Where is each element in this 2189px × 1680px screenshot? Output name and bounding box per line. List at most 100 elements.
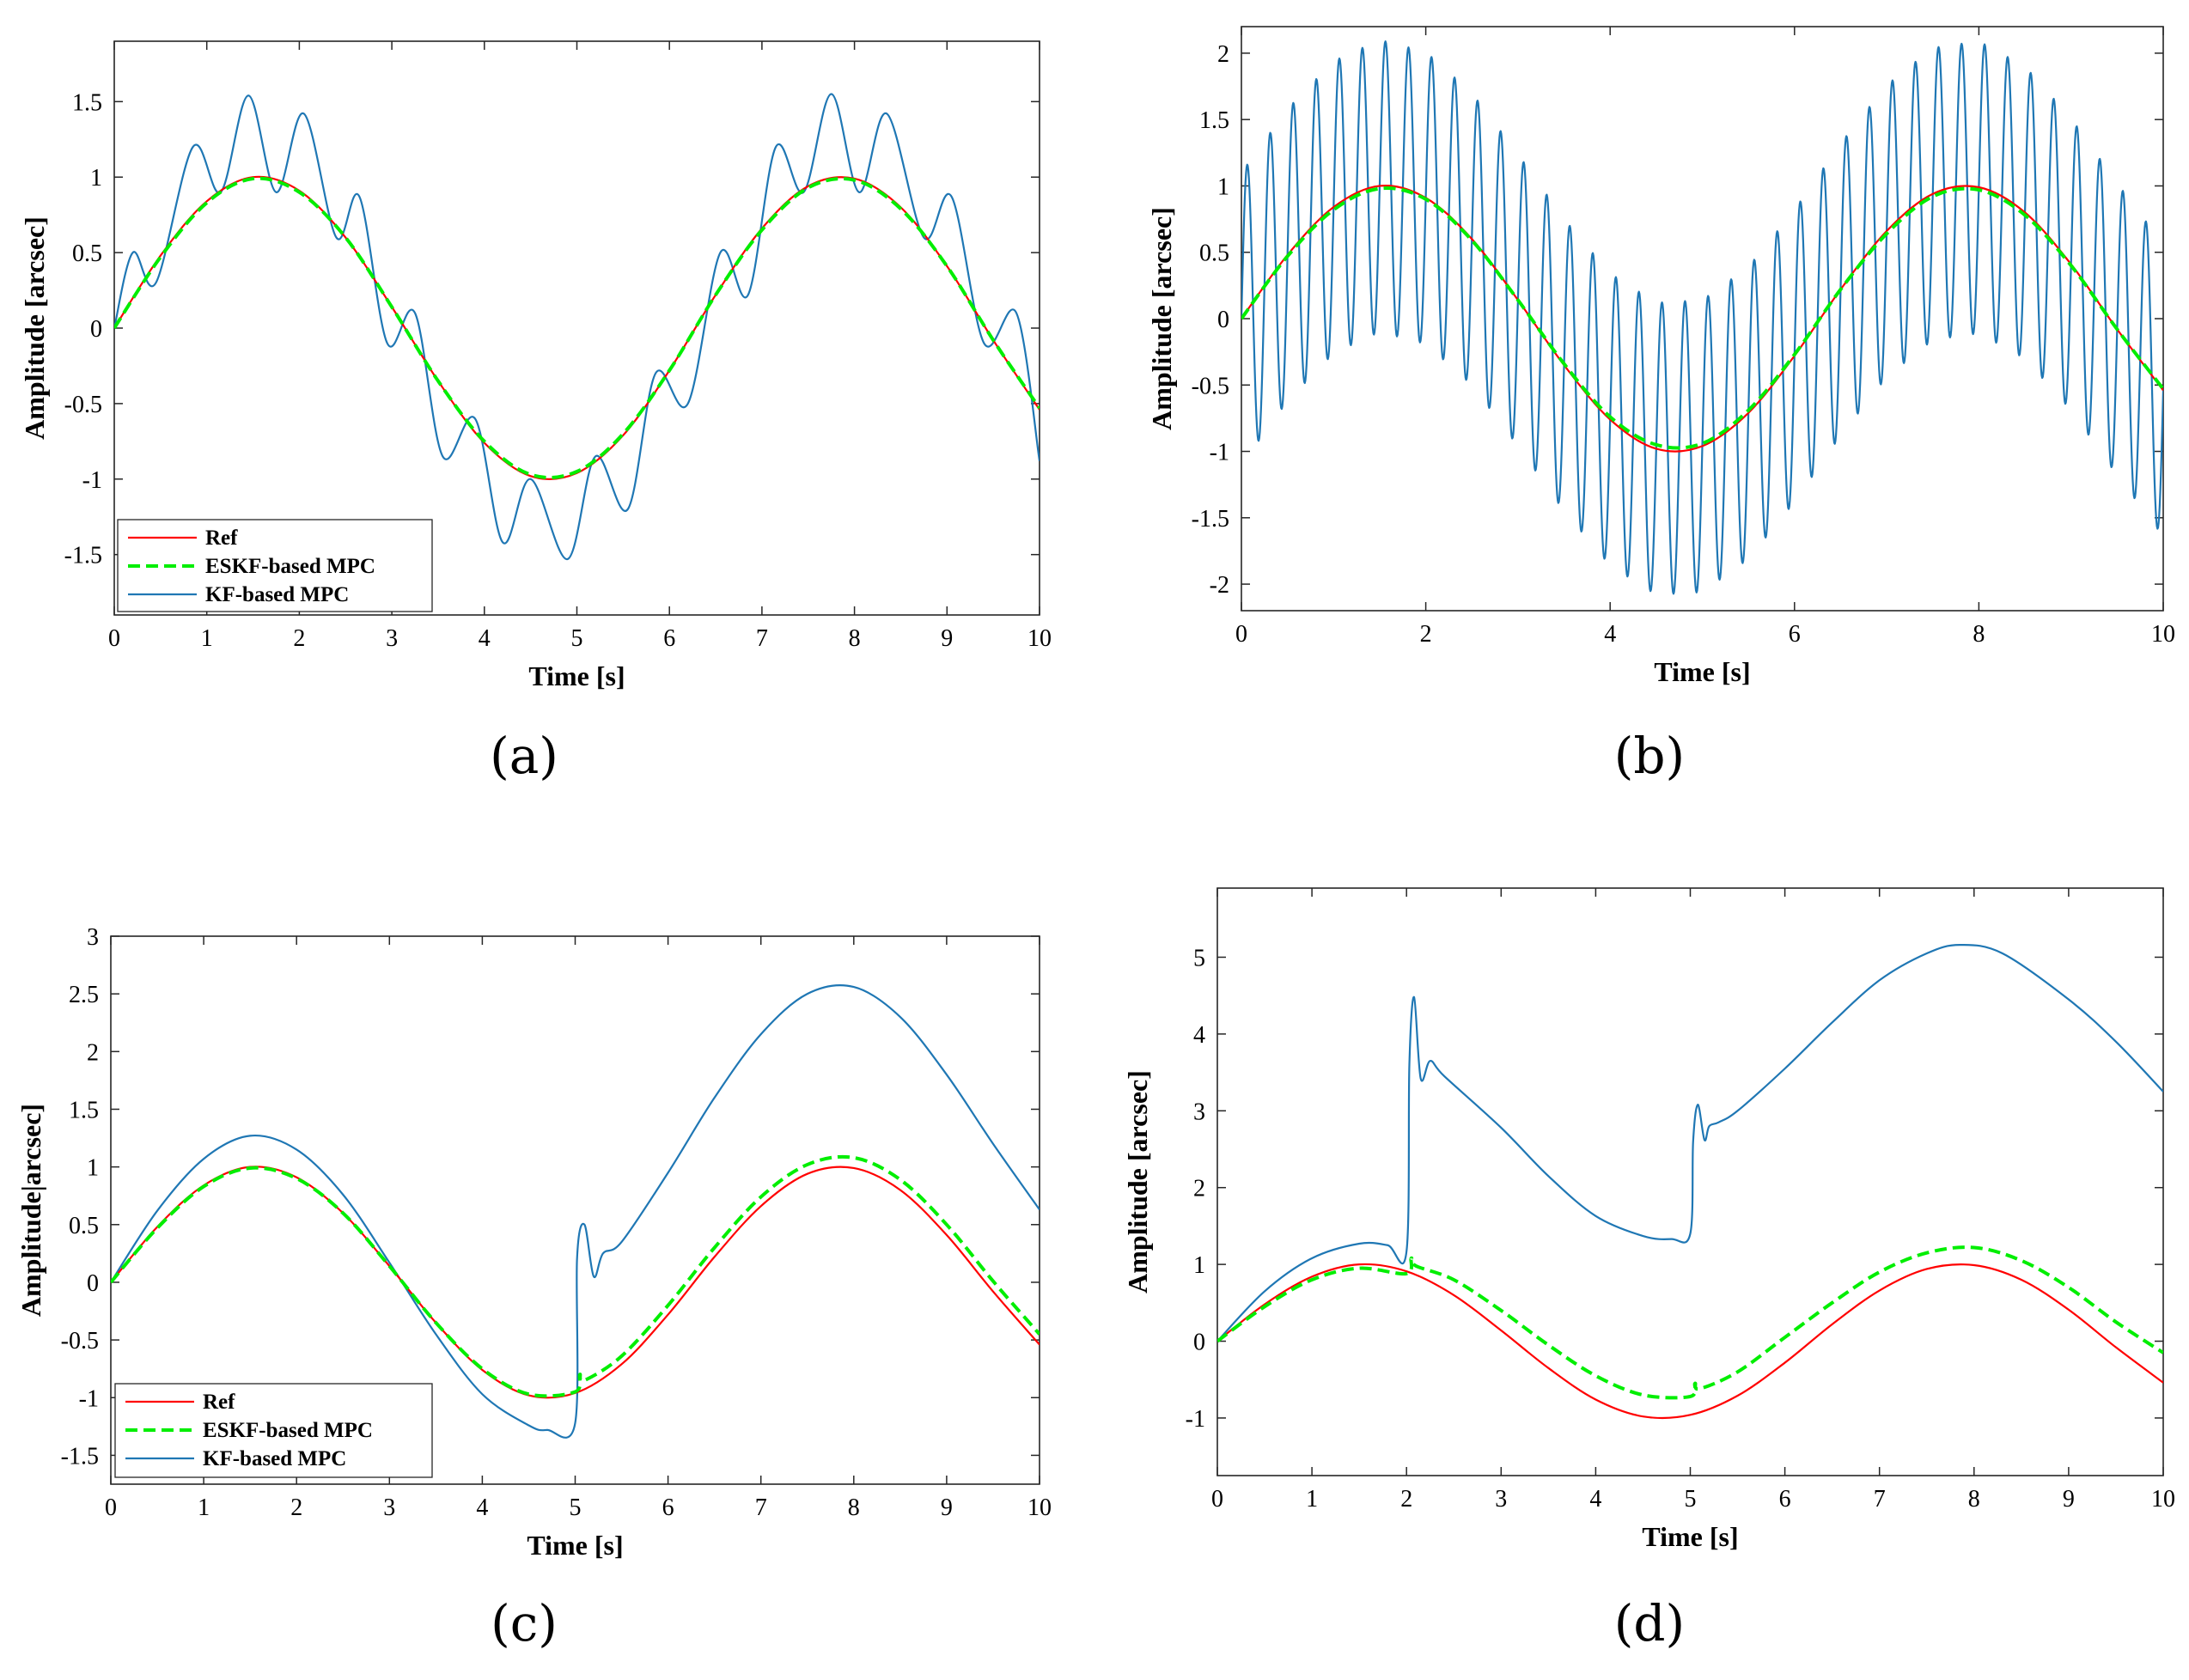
x-tick-label: 4 <box>476 1494 488 1521</box>
panel-caption: (d) <box>1614 1594 1685 1653</box>
y-tick-label: 1 <box>1193 1252 1205 1279</box>
x-tick-label: 3 <box>383 1494 395 1521</box>
plot-area <box>111 984 1040 1439</box>
y-tick-label: -1 <box>1186 1406 1205 1433</box>
y-tick-label: -1.5 <box>1192 506 1229 533</box>
panel-a: 0 1 2 3 4 5 6 7 8 9 10 -1.5 -1 -0.5 0 0.5 1 1.5 Time [s] Am… <box>19 40 1052 785</box>
x-tick-label: 4 <box>479 625 491 652</box>
y-tick-label: 0.5 <box>69 1213 99 1239</box>
x-tick-label: 2 <box>293 625 305 652</box>
x-tick-label: 6 <box>1789 621 1801 648</box>
x-axis-label: Time [s] <box>528 660 625 691</box>
x-tick-label: 8 <box>1973 621 1985 648</box>
x-tick-label: 0 <box>1211 1486 1223 1513</box>
panel-caption: (c) <box>491 1594 558 1653</box>
x-axis-label: Time [s] <box>1654 656 1750 687</box>
x-axis-label: Time [s] <box>1642 1521 1738 1552</box>
legend-label-kf: KF-based MPC <box>203 1447 346 1470</box>
series-line-ref <box>111 1166 1040 1399</box>
legend-label-eskf: ESKF-based MPC <box>203 1419 373 1442</box>
x-tick-label: 5 <box>570 1494 582 1521</box>
y-tick-label: 0 <box>1217 307 1229 333</box>
y-tick-label: 2 <box>87 1039 99 1066</box>
series-line-ref <box>114 175 1040 480</box>
x-axis-label: Time [s] <box>527 1530 623 1561</box>
x-tick-label: 0 <box>105 1494 117 1521</box>
x-tick-label: 10 <box>1027 1494 1052 1521</box>
y-tick-label: -1 <box>82 467 102 494</box>
y-tick-label: 1 <box>87 1155 99 1182</box>
series-line-kf <box>114 93 1040 561</box>
series-line-eskf <box>1241 186 2163 450</box>
y-tick-label: 0 <box>90 316 102 343</box>
y-tick-label: 0 <box>87 1270 99 1297</box>
y-tick-label: 0 <box>1193 1330 1205 1356</box>
x-tick-label: 7 <box>756 625 768 652</box>
y-tick-label: 1.5 <box>69 1097 99 1123</box>
legend: Ref ESKF-based MPC KF-based MPC <box>117 519 433 612</box>
panel-d: 0 1 2 3 4 5 6 7 8 9 10 -1 0 1 2 3 4 5 Time [s] Amplitude [a… <box>1122 887 2175 1653</box>
x-tick-label: 7 <box>755 1494 767 1521</box>
x-tick-label: 6 <box>662 1494 674 1521</box>
x-tick-label: 5 <box>1685 1486 1697 1513</box>
x-tick-label: 7 <box>1874 1486 1886 1513</box>
panel-caption: (b) <box>1614 727 1685 785</box>
y-tick-label: 1 <box>1217 173 1229 200</box>
y-tick-label: -0.5 <box>1192 373 1229 399</box>
panel-c: 0 1 2 3 4 5 6 7 8 9 10 -1.5 -1 -0.5 0 0.5 1 1.5 2 2.5 3 Time … <box>15 924 1052 1653</box>
x-tick-label: 2 <box>1400 1486 1412 1513</box>
y-tick-label: 2.5 <box>69 982 99 1008</box>
y-tick-label: 2 <box>1217 41 1229 68</box>
series-line-ref <box>1217 1263 2163 1420</box>
y-axis-label: Amplitude|arcsec] <box>15 1104 46 1317</box>
y-tick-label: -0.5 <box>64 392 102 418</box>
y-tick-label: -1 <box>79 1385 99 1412</box>
y-tick-label: 1.5 <box>1199 107 1229 134</box>
y-tick-label: -1 <box>1210 440 1229 466</box>
y-tick-label: 0.5 <box>72 240 102 267</box>
x-tick-label: 1 <box>201 625 213 652</box>
x-tick-label: 10 <box>1027 625 1052 652</box>
x-tick-label: 8 <box>849 625 861 652</box>
x-tick-label: 8 <box>1968 1486 1980 1513</box>
x-tick-label: 6 <box>1779 1486 1791 1513</box>
series-line-kf <box>1217 944 2163 1342</box>
x-tick-label: 0 <box>108 625 120 652</box>
axes-box <box>1216 887 2164 1476</box>
plot-area <box>1217 944 2163 1420</box>
x-tick-label: 8 <box>848 1494 860 1521</box>
y-tick-label: -1.5 <box>61 1443 99 1470</box>
y-axis-label: Amplitude [arcsec] <box>1122 1070 1153 1293</box>
legend-label-ref: Ref <box>205 527 238 550</box>
x-tick-label: 5 <box>571 625 583 652</box>
x-tick-label: 9 <box>2063 1486 2075 1513</box>
x-tick-label: 3 <box>1495 1486 1507 1513</box>
panel-caption: (a) <box>490 727 558 785</box>
x-tick-label: 9 <box>941 625 953 652</box>
x-tick-label: 4 <box>1589 1486 1601 1513</box>
x-tick-label: 1 <box>198 1494 210 1521</box>
axes-box <box>1241 26 2164 612</box>
x-tick-label: 0 <box>1235 621 1247 648</box>
legend-label-ref: Ref <box>203 1391 235 1414</box>
x-tick-label: 4 <box>1604 621 1616 648</box>
plot-area <box>1241 40 2163 595</box>
x-tick-label: 3 <box>386 625 398 652</box>
y-tick-label: 0.5 <box>1199 240 1229 267</box>
y-axis-label: Amplitude [arcsec] <box>1146 207 1177 430</box>
x-tick-label: 10 <box>2151 621 2175 648</box>
y-axis-label: Amplitude [arcsec] <box>19 216 50 440</box>
y-tick-label: 5 <box>1193 945 1205 971</box>
series-line-kf <box>1241 40 2163 595</box>
series-line-eskf <box>111 1154 1040 1398</box>
y-tick-label: 3 <box>87 924 99 951</box>
panel-b: 0 2 4 6 8 10 -2 -1.5 -1 -0.5 0 0.5 1 1.5 2 Time [s] Ampl… <box>1146 26 2175 785</box>
y-tick-label: 1 <box>90 165 102 192</box>
x-tick-label: 2 <box>290 1494 302 1521</box>
x-tick-label: 10 <box>2151 1486 2175 1513</box>
y-tick-label: -1.5 <box>64 543 102 569</box>
legend-label-kf: KF-based MPC <box>205 583 349 606</box>
series-line-eskf <box>114 176 1040 480</box>
y-tick-label: -2 <box>1210 572 1229 599</box>
